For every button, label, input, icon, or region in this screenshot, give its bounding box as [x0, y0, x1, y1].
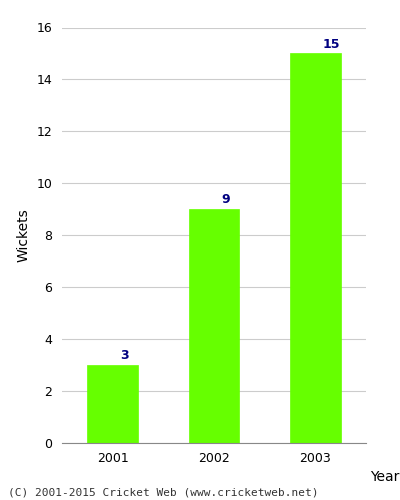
Text: 3: 3	[120, 349, 128, 362]
Bar	[290, 54, 341, 442]
Text: (C) 2001-2015 Cricket Web (www.cricketweb.net): (C) 2001-2015 Cricket Web (www.cricketwe…	[8, 488, 318, 498]
Bar	[87, 364, 138, 442]
Text: Year: Year	[370, 470, 399, 484]
Text: 9: 9	[221, 194, 230, 206]
Bar	[189, 209, 239, 442]
Text: 15: 15	[322, 38, 340, 51]
Y-axis label: Wickets: Wickets	[17, 208, 31, 262]
